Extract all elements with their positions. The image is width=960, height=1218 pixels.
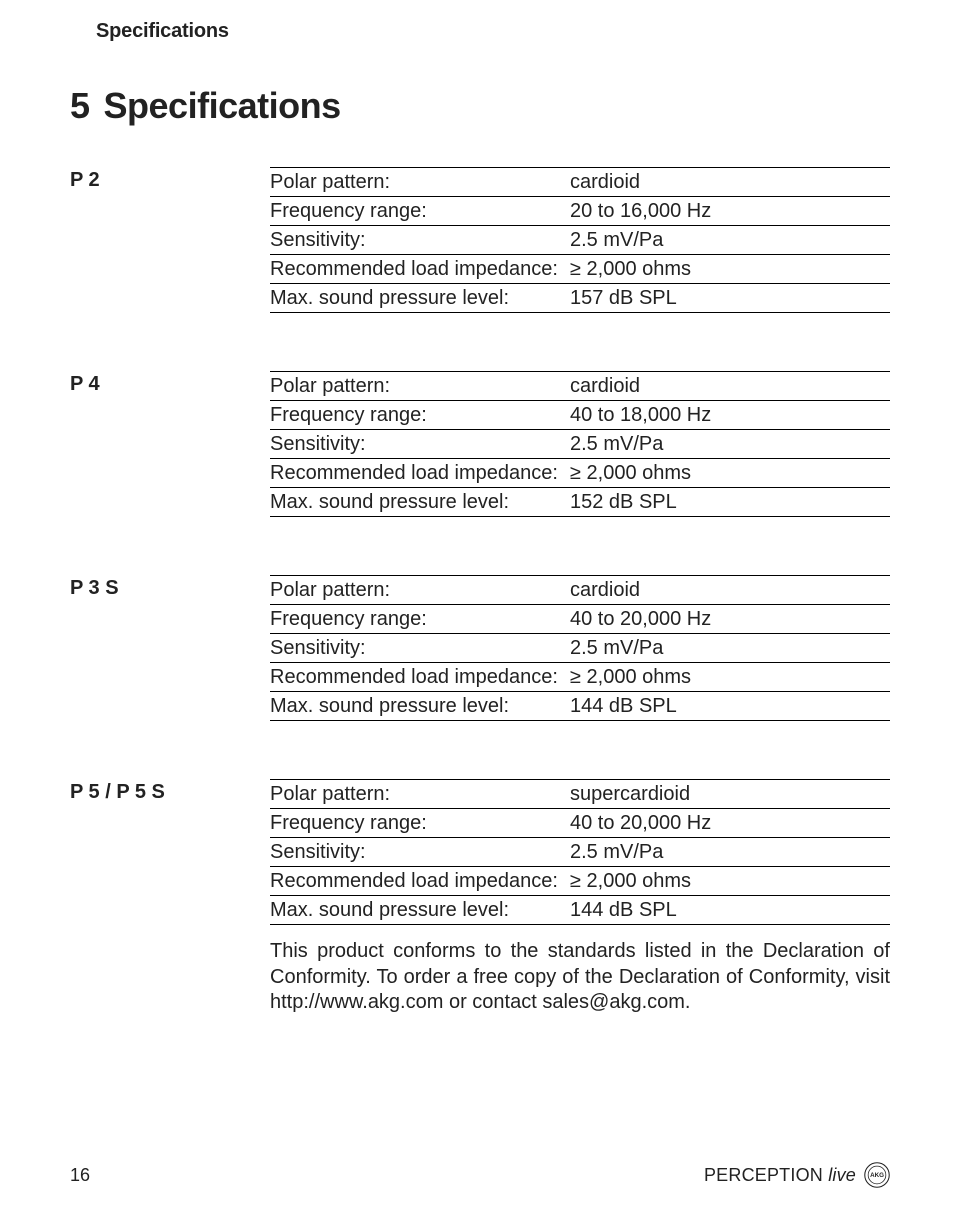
spec-label: Recommended load impedance: xyxy=(270,255,570,284)
table-row: Sensitivity:2.5 mV/Pa xyxy=(270,634,890,663)
spec-label: Max. sound pressure level: xyxy=(270,692,570,721)
spec-value: ≥ 2,000 ohms xyxy=(570,867,890,896)
table-row: Frequency range:20 to 16,000 Hz xyxy=(270,197,890,226)
svg-text:AKG: AKG xyxy=(870,1172,884,1179)
table-row: Max. sound pressure level:157 dB SPL xyxy=(270,284,890,313)
spec-table: Polar pattern:cardioidFrequency range:40… xyxy=(270,371,890,517)
spec-label: Sensitivity: xyxy=(270,634,570,663)
spec-value: 40 to 20,000 Hz xyxy=(570,605,890,634)
spec-label: Frequency range: xyxy=(270,401,570,430)
spec-label: Polar pattern: xyxy=(270,576,570,605)
spec-value: supercardioid xyxy=(570,780,890,809)
spec-block: P 3 SPolar pattern:cardioidFrequency ran… xyxy=(70,575,890,721)
table-row: Max. sound pressure level:144 dB SPL xyxy=(270,896,890,925)
table-row: Polar pattern:cardioid xyxy=(270,372,890,401)
conformity-text: This product conforms to the standards l… xyxy=(270,939,890,1016)
spec-label: Frequency range: xyxy=(270,197,570,226)
spec-right-col: Polar pattern:supercardioidFrequency ran… xyxy=(270,779,890,1016)
section-title-text: Specifications xyxy=(104,85,341,126)
table-row: Frequency range:40 to 18,000 Hz xyxy=(270,401,890,430)
spec-label: Frequency range: xyxy=(270,605,570,634)
spec-label: Sensitivity: xyxy=(270,430,570,459)
brand-text: PERCEPTION xyxy=(704,1165,823,1185)
spec-table: Polar pattern:cardioidFrequency range:20… xyxy=(270,167,890,313)
table-row: Recommended load impedance:≥ 2,000 ohms xyxy=(270,255,890,284)
spec-value: 152 dB SPL xyxy=(570,488,890,517)
model-name: P 5 / P 5 S xyxy=(70,779,270,1016)
table-row: Polar pattern:supercardioid xyxy=(270,780,890,809)
spec-value: 144 dB SPL xyxy=(570,896,890,925)
spec-block: P 4Polar pattern:cardioidFrequency range… xyxy=(70,371,890,517)
spec-label: Frequency range: xyxy=(270,809,570,838)
brand-suffix: live xyxy=(828,1165,856,1185)
section-number: 5 xyxy=(70,85,90,126)
section-title: 5 Specifications xyxy=(70,85,890,127)
spec-label: Recommended load impedance: xyxy=(270,867,570,896)
spec-value: cardioid xyxy=(570,168,890,197)
spec-right-col: Polar pattern:cardioidFrequency range:20… xyxy=(270,167,890,313)
spec-block: P 5 / P 5 SPolar pattern:supercardioidFr… xyxy=(70,779,890,1016)
model-name: P 4 xyxy=(70,371,270,517)
spec-label: Sensitivity: xyxy=(270,838,570,867)
spec-value: 40 to 20,000 Hz xyxy=(570,809,890,838)
spec-value: 2.5 mV/Pa xyxy=(570,634,890,663)
brand-name: PERCEPTION live xyxy=(704,1165,856,1186)
model-name: P 3 S xyxy=(70,575,270,721)
table-row: Polar pattern:cardioid xyxy=(270,168,890,197)
spec-label: Recommended load impedance: xyxy=(270,459,570,488)
spec-right-col: Polar pattern:cardioidFrequency range:40… xyxy=(270,575,890,721)
table-row: Frequency range:40 to 20,000 Hz xyxy=(270,605,890,634)
table-row: Max. sound pressure level:152 dB SPL xyxy=(270,488,890,517)
spec-table: Polar pattern:supercardioidFrequency ran… xyxy=(270,779,890,925)
spec-block: P 2Polar pattern:cardioidFrequency range… xyxy=(70,167,890,313)
spec-label: Recommended load impedance: xyxy=(270,663,570,692)
spec-label: Max. sound pressure level: xyxy=(270,284,570,313)
table-row: Max. sound pressure level:144 dB SPL xyxy=(270,692,890,721)
spec-value: 2.5 mV/Pa xyxy=(570,838,890,867)
spec-value: 20 to 16,000 Hz xyxy=(570,197,890,226)
spec-table: Polar pattern:cardioidFrequency range:40… xyxy=(270,575,890,721)
spec-value: ≥ 2,000 ohms xyxy=(570,459,890,488)
spec-value: 157 dB SPL xyxy=(570,284,890,313)
page-number: 16 xyxy=(70,1165,90,1186)
table-row: Recommended load impedance:≥ 2,000 ohms xyxy=(270,867,890,896)
table-row: Polar pattern:cardioid xyxy=(270,576,890,605)
spec-label: Polar pattern: xyxy=(270,780,570,809)
table-row: Sensitivity:2.5 mV/Pa xyxy=(270,226,890,255)
table-row: Sensitivity:2.5 mV/Pa xyxy=(270,838,890,867)
spec-value: 2.5 mV/Pa xyxy=(570,226,890,255)
spec-value: 2.5 mV/Pa xyxy=(570,430,890,459)
spec-label: Polar pattern: xyxy=(270,168,570,197)
spec-label: Max. sound pressure level: xyxy=(270,488,570,517)
spec-label: Sensitivity: xyxy=(270,226,570,255)
running-head: Specifications xyxy=(96,20,890,43)
spec-right-col: Polar pattern:cardioidFrequency range:40… xyxy=(270,371,890,517)
page-footer: 16 PERCEPTION live AKG xyxy=(70,1162,890,1188)
spec-value: cardioid xyxy=(570,372,890,401)
model-name: P 2 xyxy=(70,167,270,313)
table-row: Frequency range:40 to 20,000 Hz xyxy=(270,809,890,838)
spec-value: 144 dB SPL xyxy=(570,692,890,721)
spec-label: Max. sound pressure level: xyxy=(270,896,570,925)
spec-value: cardioid xyxy=(570,576,890,605)
spec-label: Polar pattern: xyxy=(270,372,570,401)
spec-value: 40 to 18,000 Hz xyxy=(570,401,890,430)
spec-value: ≥ 2,000 ohms xyxy=(570,663,890,692)
table-row: Recommended load impedance:≥ 2,000 ohms xyxy=(270,663,890,692)
table-row: Recommended load impedance:≥ 2,000 ohms xyxy=(270,459,890,488)
akg-logo-icon: AKG xyxy=(864,1162,890,1188)
table-row: Sensitivity:2.5 mV/Pa xyxy=(270,430,890,459)
spec-value: ≥ 2,000 ohms xyxy=(570,255,890,284)
